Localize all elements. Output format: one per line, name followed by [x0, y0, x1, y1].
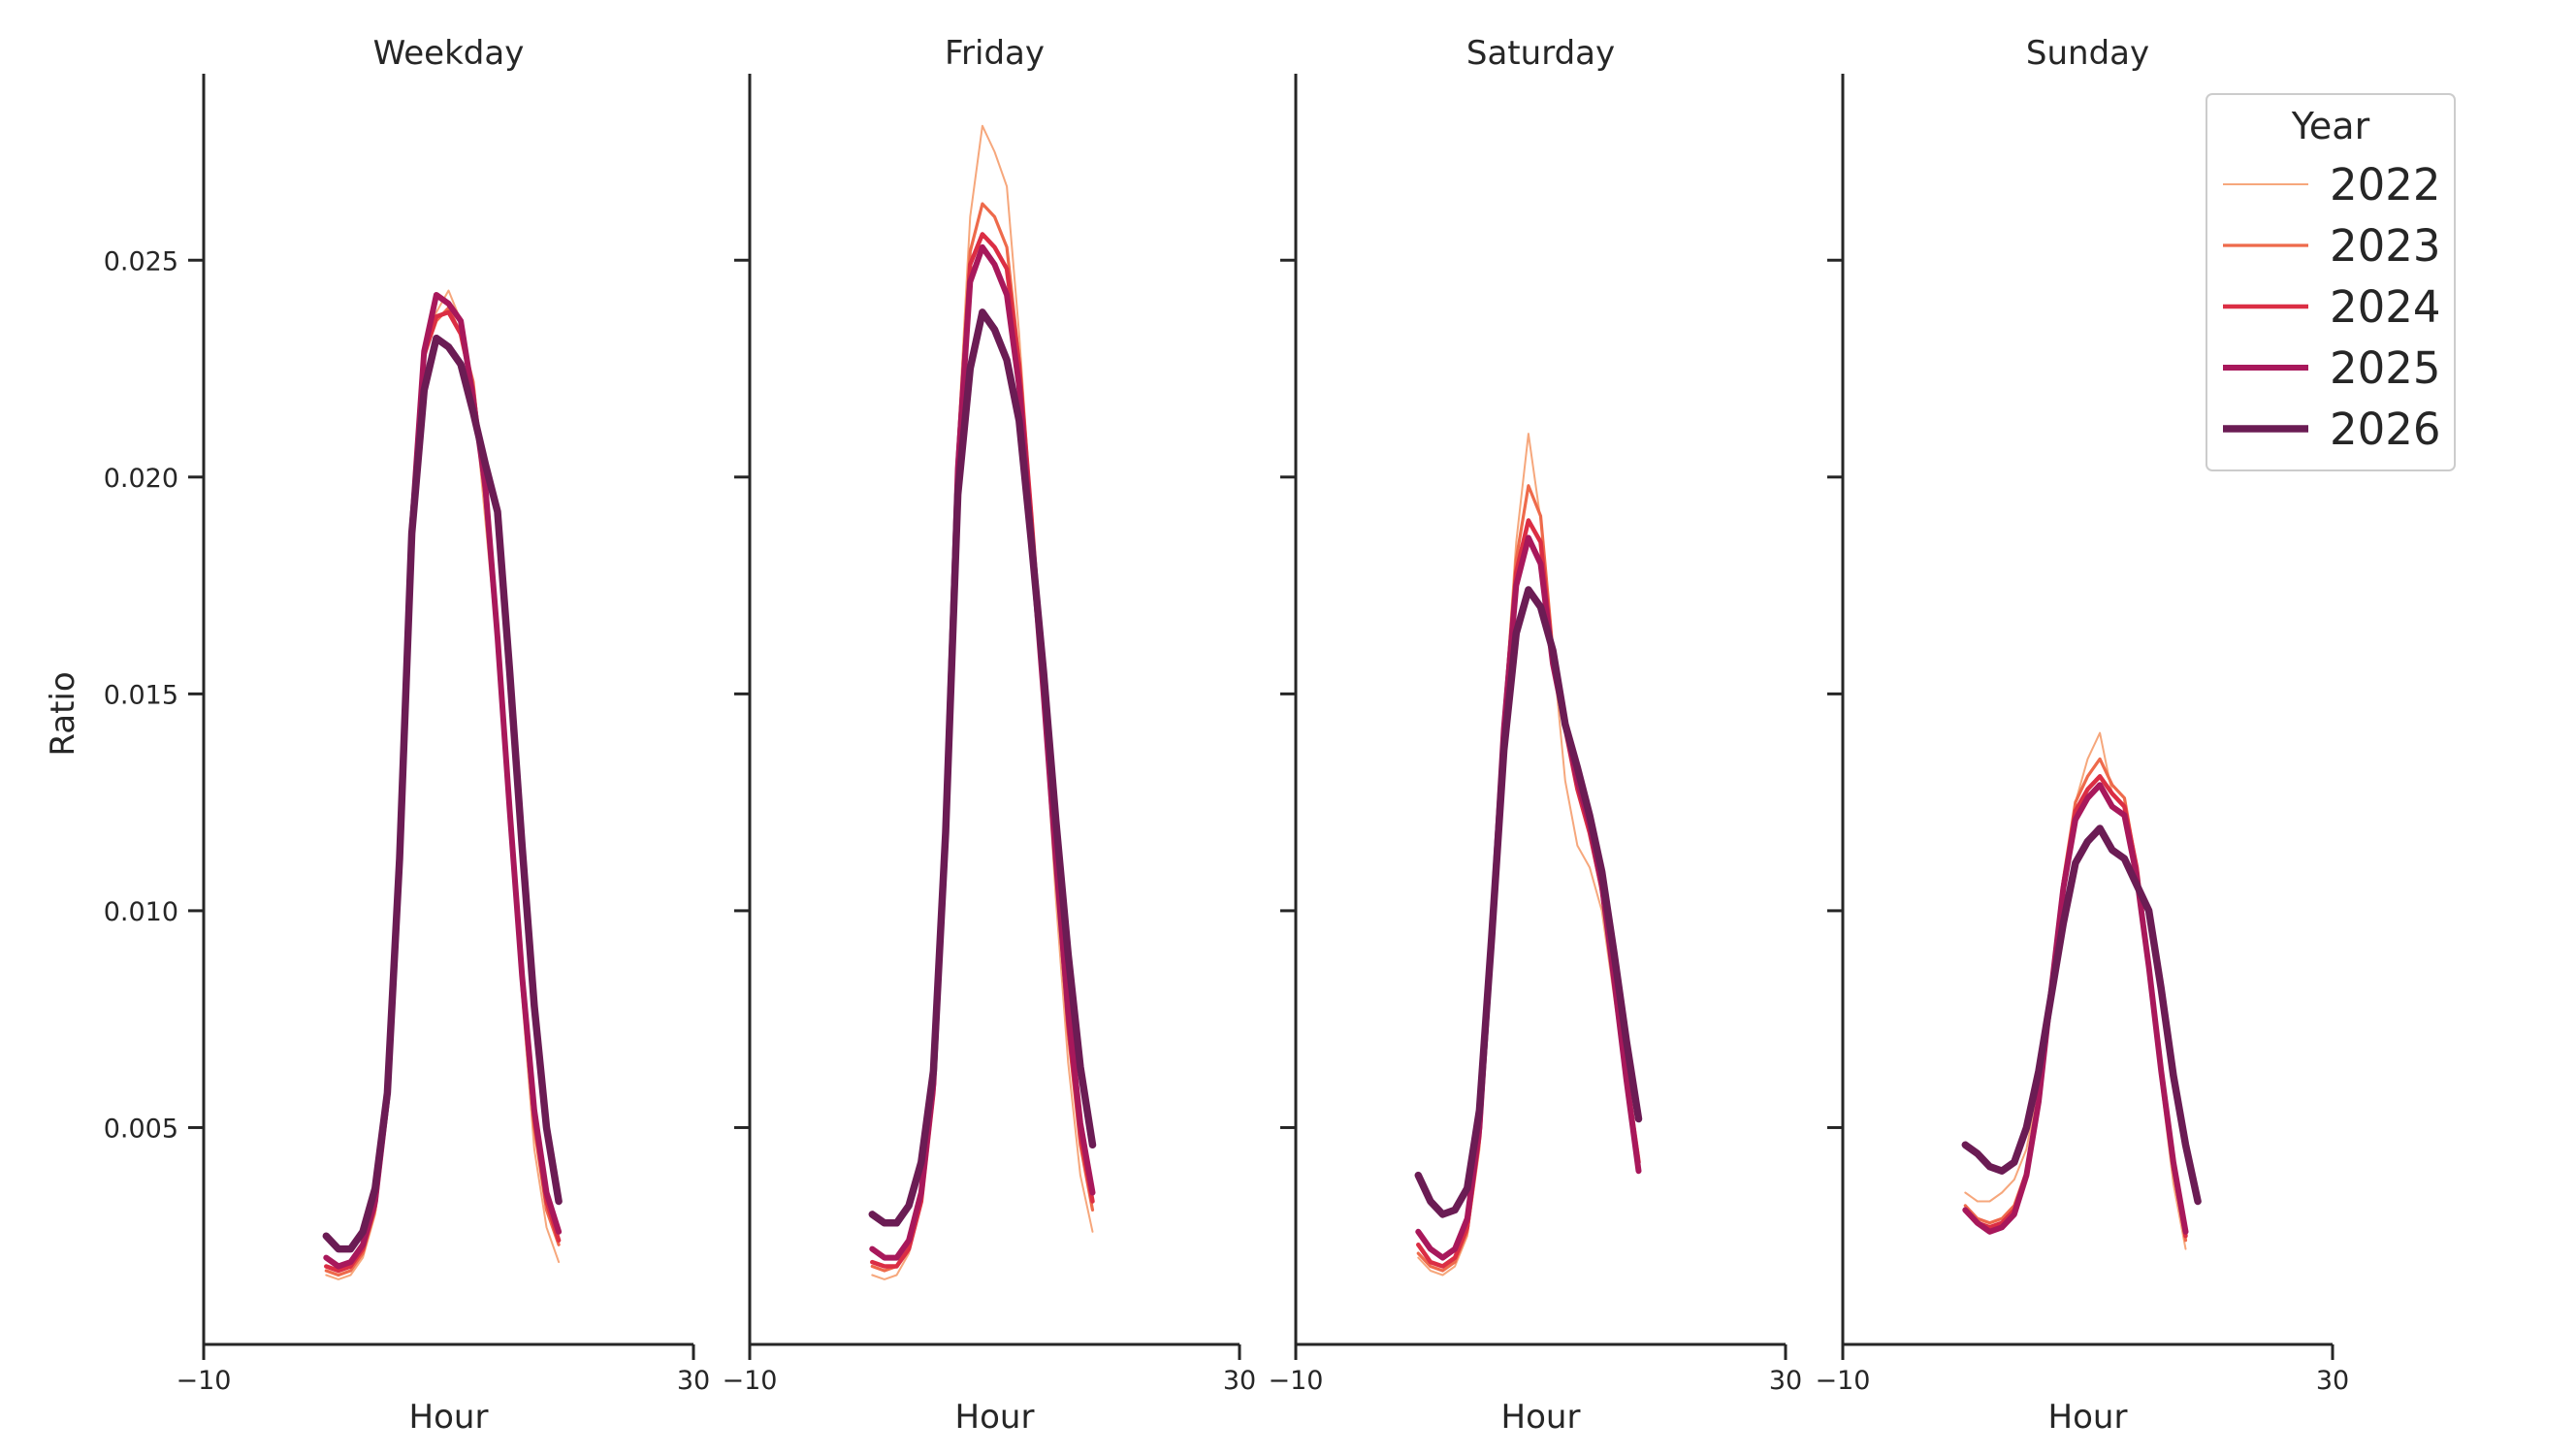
- x-tick-label: 30: [1769, 1366, 1802, 1396]
- x-axis-label: Hour: [955, 1398, 1035, 1437]
- legend-label: 2022: [2330, 159, 2441, 210]
- legend: Year 2022 2023 2024 2025 2026: [2206, 93, 2456, 471]
- panel-title: Sunday: [2026, 34, 2149, 73]
- x-axis-label: Hour: [1501, 1398, 1581, 1437]
- panel-sunday: Sunday −10 30 Hour: [1816, 34, 2350, 1437]
- panel-weekday: Weekday 0.005 0.010 0.015 0.020 0.025 −10 30 Hou…: [104, 34, 710, 1437]
- series-line-2026: [1414, 586, 1643, 1218]
- legend-item-2022: 2022: [2223, 159, 2441, 210]
- y-tick-label: 0.020: [104, 464, 178, 494]
- x-tick-label: 30: [2316, 1366, 2349, 1396]
- series-line-2023: [870, 202, 1095, 1273]
- panel-title: Friday: [945, 34, 1045, 73]
- panel-friday: Friday −10 30 Hour: [723, 34, 1257, 1437]
- x-tick-label: 30: [1223, 1366, 1256, 1396]
- legend-item-2026: 2026: [2223, 404, 2441, 455]
- legend-label: 2025: [2330, 342, 2441, 394]
- y-tick-label: 0.025: [104, 246, 178, 276]
- y-axis-label: Ratio: [44, 671, 82, 756]
- series-line-2024: [324, 309, 562, 1274]
- panel-title: Saturday: [1466, 34, 1615, 73]
- series-line-2023: [324, 306, 561, 1277]
- legend-items: 2022 2023 2024 2025 2026: [2223, 159, 2441, 455]
- legend-title: Year: [2291, 105, 2370, 147]
- x-tick-label: −10: [177, 1366, 232, 1396]
- legend-label: 2026: [2330, 404, 2441, 455]
- legend-label: 2023: [2330, 220, 2441, 272]
- y-tick-label: 0.010: [104, 897, 178, 927]
- panel-saturday: Saturday −10 30 Hour: [1269, 34, 1803, 1437]
- series-line-2022: [871, 124, 1094, 1280]
- legend-item-2024: 2024: [2223, 281, 2441, 333]
- series-line-2025: [1962, 782, 2189, 1235]
- x-tick-label: −10: [1816, 1366, 1871, 1396]
- series-line-2022: [1417, 433, 1640, 1277]
- series-line-2025: [869, 243, 1096, 1261]
- y-tick-label: 0.015: [104, 680, 178, 710]
- legend-item-2025: 2025: [2223, 342, 2441, 394]
- x-axis-label: Hour: [2048, 1398, 2128, 1437]
- series-line-2026: [1961, 824, 2202, 1206]
- series-line-2026: [322, 334, 563, 1253]
- legend-frame: [2206, 93, 2456, 471]
- series-line-2025: [323, 292, 563, 1270]
- series-line-2022: [325, 289, 561, 1280]
- chart-panels: Weekday 0.005 0.010 0.015 0.020 0.025 −10 30 Hou…: [104, 34, 2349, 1437]
- y-tick-label: 0.005: [104, 1114, 178, 1144]
- x-axis-label: Hour: [409, 1398, 489, 1437]
- series-line-2026: [868, 308, 1097, 1227]
- x-tick-label: −10: [1269, 1366, 1324, 1396]
- series-line-2024: [870, 232, 1095, 1269]
- x-tick-label: 30: [677, 1366, 710, 1396]
- x-tick-label: −10: [723, 1366, 778, 1396]
- legend-label: 2024: [2330, 281, 2441, 333]
- panel-title: Weekday: [373, 34, 525, 73]
- legend-item-2023: 2023: [2223, 220, 2441, 272]
